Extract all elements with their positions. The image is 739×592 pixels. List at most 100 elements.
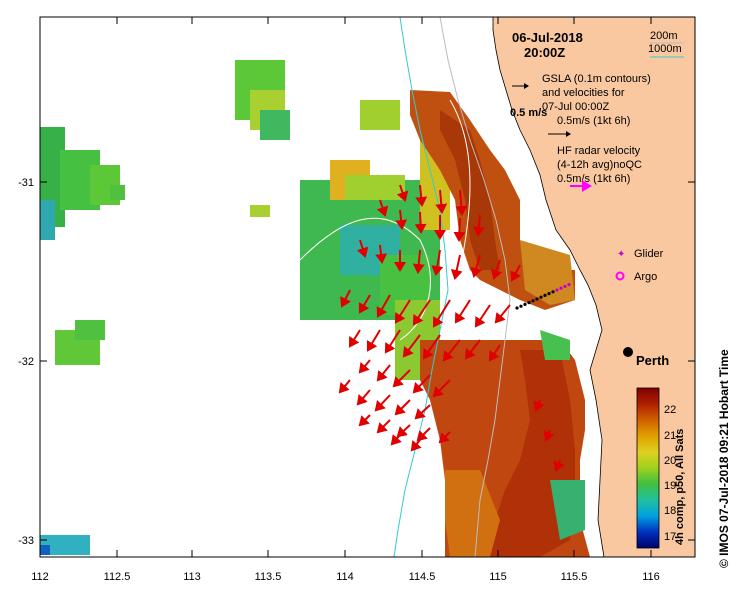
velocity-arrow	[375, 244, 388, 264]
hf-note-line3: 0.5m/s (1kt 6h)	[557, 173, 630, 185]
colorbar-tick-label: 19	[664, 480, 676, 492]
velocity-arrow	[340, 289, 351, 308]
glider-track	[515, 283, 571, 310]
velocity-arrow	[490, 259, 503, 280]
velocity-arrow	[510, 264, 522, 282]
velocity-arrow	[533, 399, 545, 412]
credit-text: © IMOS 07-Jul-2018 09:21 Hobart Time	[717, 349, 731, 568]
velocity-arrow	[392, 369, 411, 388]
velocity-arrow	[432, 379, 451, 398]
gsla-note-line2: and velocities for	[542, 87, 625, 99]
perth-label: Perth	[636, 353, 669, 368]
velocity-arrow	[356, 239, 369, 258]
velocity-arrow	[394, 299, 411, 324]
velocity-arrow	[438, 431, 451, 444]
glider-track-point	[527, 301, 531, 305]
map-time: 20:00Z	[524, 45, 565, 60]
velocity-arrow	[488, 344, 501, 362]
velocity-arrow	[412, 374, 431, 394]
velocity-arrows	[338, 184, 565, 472]
glider-track-point	[519, 304, 523, 308]
argo-legend-label: Argo	[634, 271, 657, 283]
velocity-arrow	[455, 189, 468, 216]
velocity-arrow	[543, 429, 555, 442]
x-tick-label: 113.5	[255, 571, 282, 583]
velocity-arrow	[415, 184, 428, 207]
velocity-arrow	[435, 189, 448, 214]
y-tick-label: -33	[18, 535, 34, 547]
plot-frame	[39, 16, 696, 558]
glider-track-point	[543, 293, 547, 297]
velocity-arrow	[376, 364, 391, 382]
glider-legend-icon: ✦	[617, 249, 625, 260]
velocity-arrow	[416, 427, 431, 442]
glider-track-point	[563, 284, 567, 288]
glider-track-point	[551, 290, 555, 294]
velocity-arrow	[348, 329, 361, 348]
map-date: 06-Jul-2018	[512, 30, 583, 45]
velocity-arrow	[356, 389, 371, 406]
sst-patch-west	[40, 127, 125, 555]
glider-track-point	[535, 297, 539, 301]
velocity-arrow	[412, 299, 431, 326]
velocity-arrow	[432, 299, 451, 328]
velocity-arrow	[374, 394, 391, 412]
velocity-arrow	[358, 359, 371, 374]
velocity-arrow	[464, 339, 481, 360]
hf-note-line2: (4-12h avg)noQC	[557, 159, 642, 171]
velocity-arrow	[472, 214, 485, 237]
colorbar-tick-label: 21	[664, 430, 676, 442]
velocity-arrow	[376, 294, 391, 318]
sst-patch-north	[235, 60, 290, 217]
velocity-arrow	[358, 294, 371, 314]
velocity-arrow	[410, 439, 422, 452]
depth-legend-200m: 200m	[650, 30, 678, 42]
velocity-arrow	[442, 339, 461, 362]
velocity-arrow	[470, 254, 482, 278]
glider-track-point	[559, 286, 563, 290]
velocity-arrow	[390, 434, 402, 446]
contour-gsla-2	[449, 99, 471, 271]
velocity-arrow	[376, 419, 391, 434]
velocity-arrow	[396, 184, 409, 202]
glider-track-point	[539, 295, 543, 299]
velocity-arrow	[384, 329, 401, 354]
colorbar-tick-label: 20	[664, 455, 676, 467]
velocity-arrow	[414, 404, 431, 420]
x-axis-labels: 112 112.5 113 113.5 114 114.5 115 115.5 …	[31, 571, 660, 583]
velocity-arrow	[474, 304, 491, 328]
glider-track-point	[555, 288, 559, 292]
y-tick-label: -31	[18, 177, 34, 189]
velocity-arrow	[494, 304, 511, 324]
glider-track-point	[531, 299, 535, 303]
perth-marker	[623, 347, 633, 357]
depth-legend-1000m: 1000m	[648, 43, 682, 55]
x-tick-label: 112.5	[104, 571, 131, 583]
colorbar-label: 4h comp, p50, All Sats	[674, 429, 686, 545]
velocity-arrow	[412, 249, 425, 274]
velocity-arrow	[453, 217, 466, 242]
argo-legend-icon	[615, 271, 625, 281]
x-tick-label: 115	[489, 571, 507, 583]
scale-arrow-label: 0.5 m/s	[510, 107, 547, 119]
velocity-arrow	[366, 329, 381, 352]
x-tick-label: 115.5	[561, 571, 588, 583]
velocity-arrow	[358, 414, 371, 427]
velocity-arrow	[338, 379, 351, 394]
colorbar-tick-label: 18	[664, 505, 676, 517]
x-tick-label: 113	[183, 571, 201, 583]
velocity-arrow	[422, 334, 441, 360]
velocity-arrow	[553, 459, 565, 472]
gsla-note-line3: 07-Jul 00:00Z	[542, 101, 610, 113]
glider-track-point	[523, 302, 527, 306]
velocity-arrow	[414, 211, 427, 234]
gsla-note-line1: GSLA (0.1m contours)	[542, 73, 651, 85]
velocity-arrow	[376, 199, 389, 217]
glider-track-point	[515, 306, 519, 310]
hf-note-line1: HF radar velocity	[557, 145, 641, 157]
velocity-arrow	[431, 249, 444, 276]
colorbar-ticks: 22 21 20 19 18 17	[664, 404, 676, 543]
contour-1000m	[393, 17, 449, 557]
colorbar-tick-label: 17	[664, 531, 676, 543]
